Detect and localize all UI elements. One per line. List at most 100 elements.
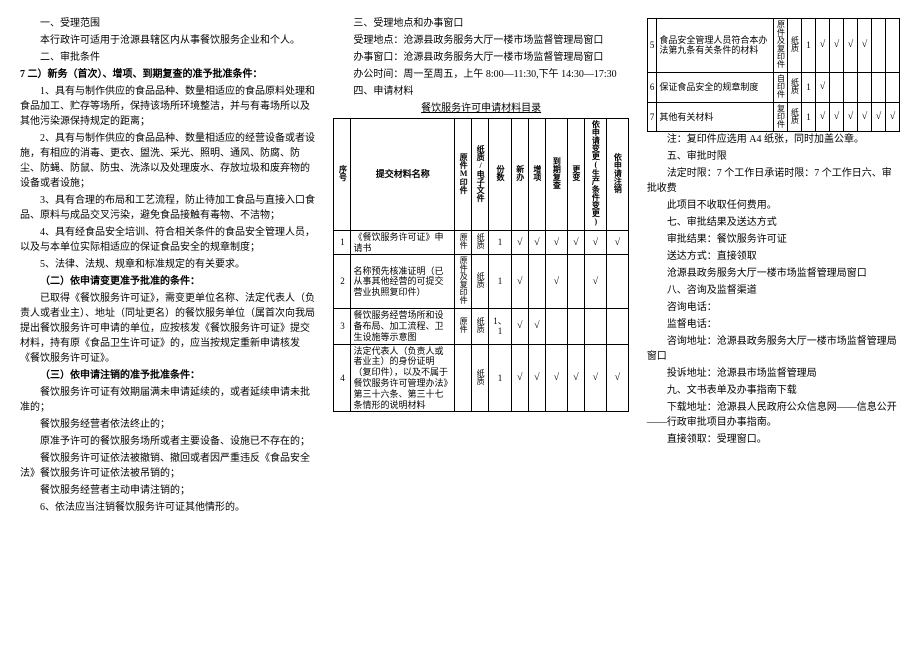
table-body-3: 5食品安全管理人员符合本办法第九条有关条件的材料原件及复印件纸质1√√√√6保证…: [647, 19, 899, 132]
th-name: 提交材料名称: [351, 119, 455, 231]
cell-seq: 5: [647, 19, 657, 73]
cell-name: 其他有关材料: [657, 102, 774, 132]
cell-check: [545, 309, 567, 344]
cell-copies: 1: [489, 344, 512, 412]
cell-copies: 1: [802, 102, 816, 132]
cell-seq: 3: [334, 309, 351, 344]
cell-check: √: [528, 230, 545, 255]
cell-check: [528, 255, 545, 309]
column-3: 5食品安全管理人员符合本办法第九条有关条件的材料原件及复印件纸质1√√√√6保证…: [647, 16, 900, 635]
cell-orig: [455, 344, 472, 412]
sec2c-p3: 原准予许可的餐饮服务场所或者主要设备、设施已不存在的；: [20, 434, 315, 449]
sec7-p1: 审批结果：餐饮服务许可证: [647, 232, 900, 247]
table-row: 7其他有关材料复印件纸质1√√√√√√: [647, 102, 899, 132]
table-note: 注：复印件应选用 A4 纸张，同时加盖公章。: [647, 132, 900, 147]
th-cancel: 依申请注销: [613, 153, 621, 193]
cell-check: √: [886, 102, 900, 132]
sec7-heading: 七、审批结果及送达方式: [647, 215, 900, 230]
column-2: 三、受理地点和办事窗口 受理地点：沧源县政务服务大厅一楼市场监督管理局窗口 办事…: [333, 16, 628, 635]
cell-check: √: [545, 344, 567, 412]
sec5-p1: 法定时限：7 个工作日承诺时限：7 个工作日六、审批收费: [647, 166, 900, 196]
cell-copies: 1: [489, 255, 512, 309]
cell-paper: 纸质: [788, 102, 802, 132]
cell-check: √: [528, 344, 545, 412]
th-change: 更变: [572, 165, 580, 181]
table-row: 5食品安全管理人员符合本办法第九条有关条件的材料原件及复印件纸质1√√√√: [647, 19, 899, 73]
sec8-heading: 八、咨询及监督渠道: [647, 283, 900, 298]
table-row: 2名称预先核准证明（已从事其他经营的可提交营业执照复印件）原件及复印件纸质1√√…: [334, 255, 628, 309]
sec10-p: 直接领取：受理窗口。: [647, 432, 900, 447]
th-copies: 份数: [496, 165, 504, 181]
cell-check: √: [858, 19, 872, 73]
cell-check: [886, 19, 900, 73]
sec7-p2: 送达方式：直接领取: [647, 249, 900, 264]
cell-orig: 原件: [455, 309, 472, 344]
cell-check: √: [584, 344, 606, 412]
cell-copies: 1: [489, 230, 512, 255]
th-new: 新办: [516, 165, 524, 181]
cell-check: [872, 72, 886, 102]
table-body-2: 1《餐饮服务许可证》申请书原件纸质1√√√√√√2名称预先核准证明（已从事其他经…: [334, 230, 628, 412]
th-renew: 到期复查: [552, 157, 560, 189]
cell-name: 保证食品安全的规章制度: [657, 72, 774, 102]
table-row: 1《餐饮服务许可证》申请书原件纸质1√√√√√√: [334, 230, 628, 255]
cell-check: √: [606, 230, 628, 255]
materials-table: 序号 提交材料名称 原件M印件 纸质/电子文件 份数 新办 增项 到期复查 更变…: [333, 118, 628, 412]
sec1-p1: 本行政许可适用于沧源县辖区内从事餐饮服务企业和个人。: [20, 33, 315, 48]
table-header-row: 序号 提交材料名称 原件M印件 纸质/电子文件 份数 新办 增项 到期复查 更变…: [334, 119, 628, 231]
cell-paper: 纸质: [472, 255, 489, 309]
table-title: 餐饮服务许可申请材料目录: [333, 101, 628, 116]
cell-check: √: [830, 102, 844, 132]
cell-check: √: [606, 344, 628, 412]
cell-paper: 纸质: [472, 309, 489, 344]
cell-check: [858, 72, 872, 102]
cell-name: 法定代表人（负责人或者业主）的身份证明（复印件），以及不属于餐饮服务许可管理办法…: [351, 344, 455, 412]
cell-paper: 纸质: [472, 230, 489, 255]
cell-check: √: [872, 102, 886, 132]
sec9-p1: 下载地址：沧源县人民政府公众信息网――信息公开――行政审批项目办事指南。: [647, 400, 900, 430]
cell-check: √: [511, 255, 528, 309]
column-1: 一、受理范围 本行政许可适用于沧源县辖区内从事餐饮服务企业和个人。 二、审批条件…: [20, 16, 315, 635]
cell-orig: 复印件: [774, 102, 788, 132]
cell-check: √: [584, 230, 606, 255]
sec3-p2: 办事窗口：沧源县政务服务大厅一楼市场监督管理局窗口: [333, 50, 628, 65]
cell-check: [584, 309, 606, 344]
cell-copies: 1: [802, 72, 816, 102]
table-row: 6保证食品安全的规章制度自印件纸质1√: [647, 72, 899, 102]
cell-copies: 1、1: [489, 309, 512, 344]
cell-check: √: [511, 230, 528, 255]
cell-name: 《餐饮服务许可证》申请书: [351, 230, 455, 255]
cell-check: √: [844, 19, 858, 73]
th-paper: 纸质/电子文件: [476, 145, 484, 202]
table-row: 3餐饮服务经营场所和设备布局、加工流程、卫生设施等示意图原件纸质1、1√√: [334, 309, 628, 344]
sec8-p3: 投诉地址：沧源县市场监督管理局: [647, 366, 900, 381]
cell-check: [606, 309, 628, 344]
table-row: 4法定代表人（负责人或者业主）的身份证明（复印件），以及不属于餐饮服务许可管理办…: [334, 344, 628, 412]
cell-name: 名称预先核准证明（已从事其他经营的可提交营业执照复印件）: [351, 255, 455, 309]
cell-check: [567, 255, 584, 309]
sec2c-p5: 餐饮服务经营者主动申请注销的；: [20, 483, 315, 498]
cell-check: √: [858, 102, 872, 132]
cell-check: √: [830, 19, 844, 73]
cell-paper: 纸质: [788, 72, 802, 102]
sec9-heading: 九、文书表单及办事指南下载: [647, 383, 900, 398]
item1: 1、具有与制作供应的食品品种、数量相适应的食品原料处理和食品加工、贮存等场所，保…: [20, 84, 315, 129]
cell-seq: 1: [334, 230, 351, 255]
sec2c-p4: 餐饮服务许可证依法被撤销、撤回或者因严重违反《食品安全法》餐饮服务许可证依法被吊…: [20, 451, 315, 481]
cell-check: [886, 72, 900, 102]
sec1-heading: 一、受理范围: [20, 16, 315, 31]
sec2b-p: 已取得《餐饮服务许可证》，需变更单位名称、法定代表人（负责人或者业主）、地址（同…: [20, 291, 315, 366]
sec2c-p6: 6、依法应当注销餐饮服务许可证其他情形的。: [20, 500, 315, 515]
th-bychange: 依申请变更(生产条件变更): [591, 120, 599, 226]
cell-check: [606, 255, 628, 309]
cell-seq: 6: [647, 72, 657, 102]
item4: 4、具有经食品安全培训、符合相关条件的食品安全管理人员，以及与本单位实际相适应的…: [20, 225, 315, 255]
sec3-p1: 受理地点：沧源县政务服务大厅一楼市场监督管理局窗口: [333, 33, 628, 48]
cell-check: √: [511, 344, 528, 412]
cell-copies: 1: [802, 19, 816, 73]
cell-check: √: [528, 309, 545, 344]
cell-paper: 纸质: [788, 19, 802, 73]
cell-seq: 4: [334, 344, 351, 412]
cell-check: √: [816, 72, 830, 102]
cell-check: [567, 309, 584, 344]
